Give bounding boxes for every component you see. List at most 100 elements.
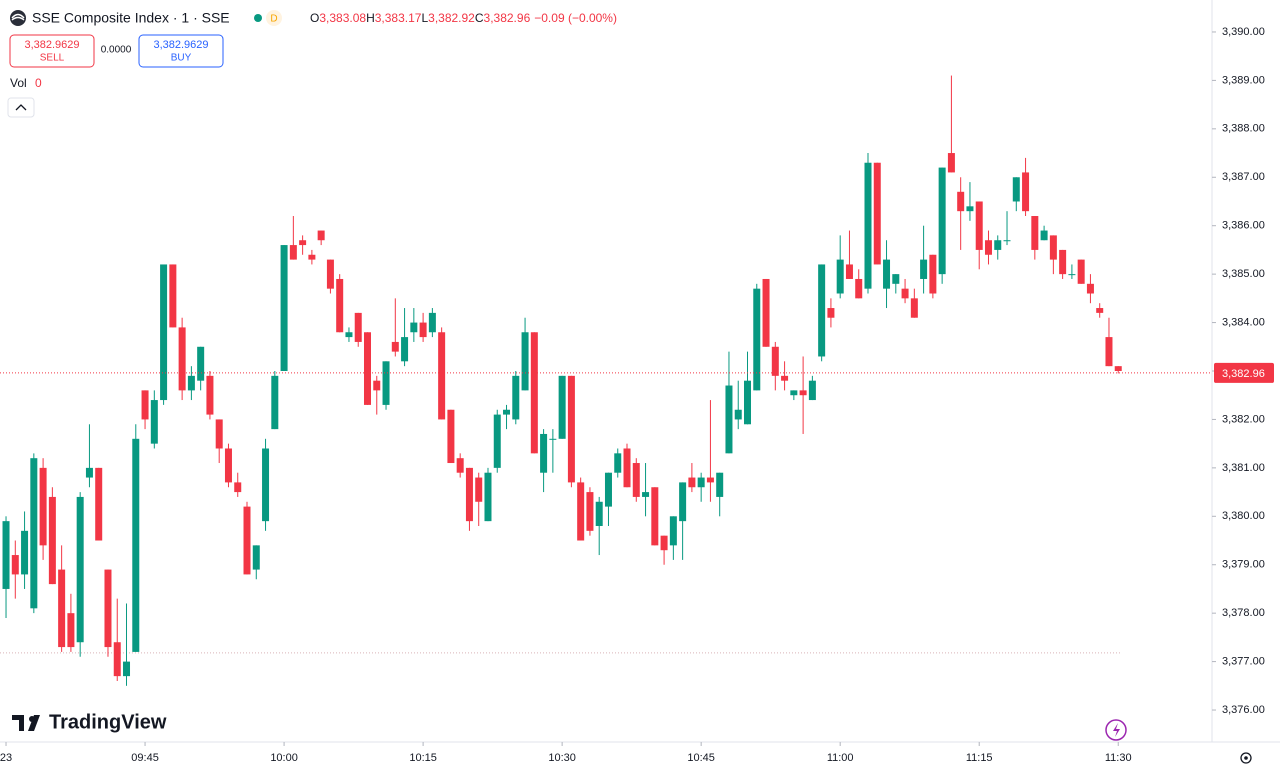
candle-body xyxy=(326,259,334,289)
candle-body xyxy=(1096,308,1104,313)
candle-body xyxy=(39,467,47,546)
candle-body xyxy=(929,254,937,294)
brand-logo xyxy=(12,715,40,731)
buy-button[interactable] xyxy=(138,34,224,68)
candle-body xyxy=(706,477,714,483)
candle-body xyxy=(243,506,251,575)
plot-area xyxy=(0,75,1210,686)
candle-body xyxy=(744,380,752,425)
candle-body xyxy=(790,390,798,396)
candle-body xyxy=(206,375,214,415)
ohlc-key: L xyxy=(421,11,428,25)
candle-body xyxy=(753,288,761,391)
candle-body xyxy=(58,569,66,648)
candle-body xyxy=(271,375,279,430)
collapse-button[interactable] xyxy=(7,97,35,118)
candle-body xyxy=(651,487,659,546)
collapse-icon xyxy=(15,104,27,111)
sell-label: SELL xyxy=(40,53,65,64)
candle-body xyxy=(818,264,826,357)
spread: 0.0000 xyxy=(101,45,132,56)
candle-body xyxy=(1114,366,1122,371)
candle-body xyxy=(845,264,853,279)
candle-body xyxy=(781,375,789,381)
candle-body xyxy=(391,341,399,352)
ohlc-value: 3,383.08 xyxy=(319,11,366,25)
y-tick-label: 3,389.00 xyxy=(1222,74,1265,86)
candle-body xyxy=(994,240,1002,250)
candle-body xyxy=(113,642,121,677)
x-tick-label: 10:00 xyxy=(270,752,298,764)
candle-body xyxy=(1022,172,1030,212)
candle-body xyxy=(123,661,131,677)
candle-body xyxy=(503,409,511,415)
candle-body xyxy=(512,375,520,420)
candle-body xyxy=(947,153,955,173)
x-tick-label: 11:15 xyxy=(966,752,993,764)
candle-body xyxy=(901,288,909,299)
ohlc-key: O xyxy=(310,11,319,25)
candle-body xyxy=(873,162,881,265)
x-tick-label: 09:45 xyxy=(131,752,159,764)
candle-body xyxy=(883,259,891,289)
candle-body xyxy=(262,448,270,522)
alert-icon xyxy=(1113,723,1120,737)
candle-body xyxy=(1068,274,1076,276)
exchange-badge: D xyxy=(270,14,277,25)
ohlc-value: 3,382.96 xyxy=(484,11,531,25)
candle-body xyxy=(966,206,974,212)
candle-body xyxy=(1012,177,1020,202)
buy-label: BUY xyxy=(171,53,192,64)
candle-body xyxy=(827,308,835,318)
symbol-title[interactable]: SSE Composite Index · 1 · SSE xyxy=(32,10,230,26)
candle-body xyxy=(771,346,779,376)
candle-body xyxy=(95,467,103,541)
candle-body xyxy=(660,535,668,551)
candle-body xyxy=(521,332,529,391)
candle-body xyxy=(679,482,687,522)
candle-body xyxy=(558,375,566,439)
symbol-icon-glyph xyxy=(11,13,25,21)
candle-body xyxy=(725,385,733,454)
candle-body xyxy=(428,312,436,333)
candle-body xyxy=(577,482,585,541)
candle-body xyxy=(67,613,75,648)
y-tick-label: 3,379.00 xyxy=(1222,559,1265,571)
candle-body xyxy=(382,361,390,405)
candle-body xyxy=(132,438,140,652)
ohlc-change: −0.09 (−0.00%) xyxy=(534,11,617,25)
candle-body xyxy=(567,375,575,483)
candle-body xyxy=(957,191,965,212)
candle-body xyxy=(299,240,307,246)
candle-body xyxy=(642,492,650,497)
candle-body xyxy=(289,245,297,260)
ohlc-value: 3,383.17 xyxy=(375,11,422,25)
candle-body xyxy=(465,467,473,522)
y-tick-label: 3,381.00 xyxy=(1222,462,1265,474)
candle-body xyxy=(530,332,538,454)
candle-body xyxy=(855,278,863,299)
candle-body xyxy=(447,409,455,464)
y-tick-label: 3,382.00 xyxy=(1222,413,1265,425)
candle-body xyxy=(808,380,816,401)
candle-body xyxy=(475,477,483,502)
ohlc-key: H xyxy=(366,11,375,25)
candle-body xyxy=(169,264,177,328)
y-tick-label: 3,387.00 xyxy=(1222,171,1265,183)
x-tick-label: 11:30 xyxy=(1105,752,1132,764)
candle-body xyxy=(1031,216,1039,250)
candle-body xyxy=(104,569,112,648)
candle-body xyxy=(76,496,84,643)
candle-body xyxy=(910,298,918,318)
candle-body xyxy=(150,400,158,444)
candle-body xyxy=(178,327,186,391)
candle-body xyxy=(984,240,992,255)
sell-button[interactable] xyxy=(9,34,95,68)
x-tick-label: 10:15 xyxy=(409,752,437,764)
volume-value: 0 xyxy=(35,76,42,90)
candle-body xyxy=(160,264,168,401)
candle-body xyxy=(197,346,205,381)
candle-body xyxy=(484,472,492,522)
settings-button[interactable] xyxy=(1240,752,1252,764)
candle-body xyxy=(892,274,900,284)
